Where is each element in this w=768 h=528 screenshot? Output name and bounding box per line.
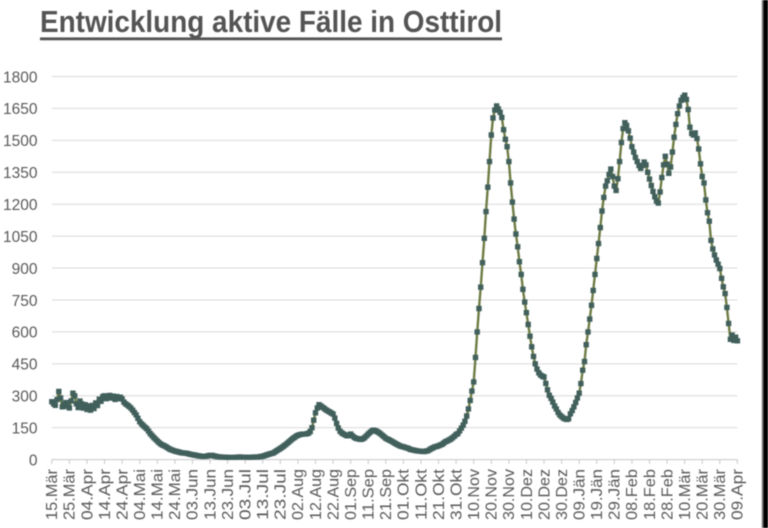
svg-text:30.Mär: 30.Mär: [712, 469, 729, 520]
svg-text:600: 600: [12, 325, 38, 342]
svg-text:28.Feb: 28.Feb: [659, 469, 676, 520]
svg-text:22.Aug: 22.Aug: [325, 469, 342, 520]
svg-text:21.Okt: 21.Okt: [431, 468, 448, 520]
svg-text:19.Jän: 19.Jän: [589, 469, 606, 520]
svg-text:14.Mai: 14.Mai: [150, 469, 167, 520]
svg-text:08.Feb: 08.Feb: [624, 469, 641, 520]
svg-text:1350: 1350: [3, 165, 38, 182]
svg-text:29.Jän: 29.Jän: [607, 469, 624, 520]
svg-text:13.Jul: 13.Jul: [255, 469, 272, 520]
svg-text:24.Mai: 24.Mai: [167, 469, 184, 520]
svg-text:450: 450: [12, 357, 38, 374]
svg-text:15.Mär: 15.Mär: [44, 469, 61, 520]
svg-text:1500: 1500: [3, 133, 38, 150]
svg-text:900: 900: [12, 261, 38, 278]
svg-text:1050: 1050: [3, 229, 38, 246]
svg-text:25.Mär: 25.Mär: [62, 469, 79, 520]
svg-text:11.Okt: 11.Okt: [413, 468, 430, 520]
svg-text:31.Okt: 31.Okt: [448, 468, 465, 520]
svg-text:13.Jun: 13.Jun: [202, 469, 219, 520]
svg-text:300: 300: [12, 389, 38, 406]
svg-text:04.Apr: 04.Apr: [79, 469, 96, 520]
svg-text:Entwicklung aktive Fälle in Os: Entwicklung aktive Fälle in Osttirol: [40, 5, 502, 39]
svg-text:01.Sep: 01.Sep: [343, 469, 360, 520]
svg-text:10.Mär: 10.Mär: [677, 469, 694, 520]
svg-text:1800: 1800: [3, 69, 38, 86]
svg-text:24.Apr: 24.Apr: [114, 469, 131, 520]
svg-text:10.Dez: 10.Dez: [519, 469, 536, 520]
svg-text:18.Feb: 18.Feb: [642, 469, 659, 520]
svg-text:14.Apr: 14.Apr: [97, 469, 114, 520]
svg-text:20.Nov: 20.Nov: [484, 469, 501, 520]
svg-text:0: 0: [29, 452, 38, 469]
svg-text:09.Apr: 09.Apr: [730, 469, 747, 520]
svg-text:20.Mär: 20.Mär: [695, 469, 712, 520]
svg-text:30.Nov: 30.Nov: [501, 469, 518, 520]
svg-text:03.Jun: 03.Jun: [185, 469, 202, 520]
svg-text:21.Sep: 21.Sep: [378, 469, 395, 520]
svg-text:750: 750: [12, 293, 38, 310]
svg-text:03.Jul: 03.Jul: [237, 469, 254, 520]
svg-text:09.Jän: 09.Jän: [571, 469, 588, 520]
svg-text:01.Okt: 01.Okt: [396, 468, 413, 520]
svg-text:11.Sep: 11.Sep: [361, 469, 378, 520]
svg-text:150: 150: [12, 420, 38, 437]
svg-text:20.Dez: 20.Dez: [536, 469, 553, 520]
svg-text:1650: 1650: [3, 101, 38, 118]
svg-text:10.Nov: 10.Nov: [466, 469, 483, 520]
svg-text:12.Aug: 12.Aug: [308, 469, 325, 520]
svg-text:23.Jul: 23.Jul: [273, 469, 290, 520]
svg-text:23.Jun: 23.Jun: [220, 469, 237, 520]
svg-text:30.Dez: 30.Dez: [554, 469, 571, 520]
svg-text:04.Mai: 04.Mai: [132, 469, 149, 520]
svg-text:02.Aug: 02.Aug: [290, 469, 307, 520]
svg-text:1200: 1200: [3, 197, 38, 214]
